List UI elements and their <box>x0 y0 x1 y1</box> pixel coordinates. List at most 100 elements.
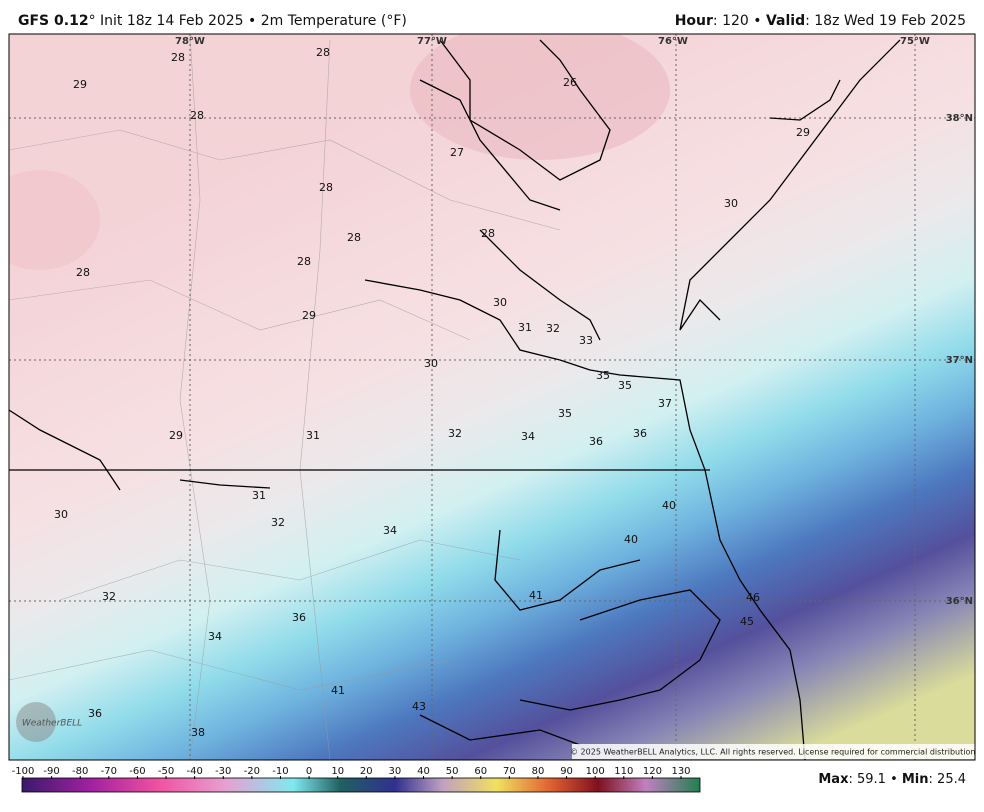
hour-value: : 120 • <box>713 13 766 29</box>
temperature-label: 28 <box>76 266 90 279</box>
longitude-label: 78°W <box>175 36 205 47</box>
temperature-label: 30 <box>493 296 507 309</box>
temperature-label: 29 <box>73 78 87 91</box>
temperature-label: 28 <box>319 181 333 194</box>
colorbar-tick-label: 0 <box>306 766 312 777</box>
colorbar-tick-label: 90 <box>560 766 573 777</box>
colorbar-tick-label: -40 <box>186 766 202 777</box>
temperature-label: 41 <box>331 684 345 697</box>
colorbar-tick-label: -20 <box>244 766 260 777</box>
temperature-label: 40 <box>662 499 676 512</box>
longitude-label: 75°W <box>900 36 930 47</box>
latitude-label: 36°N <box>946 596 973 607</box>
temperature-label: 31 <box>252 489 266 502</box>
model: GFS 0.12 <box>18 13 89 29</box>
colorbar-tick-label: -50 <box>158 766 174 777</box>
temperature-label: 28 <box>190 109 204 122</box>
temperature-label: 46 <box>746 591 760 604</box>
temperature-label: 31 <box>306 429 320 442</box>
temperature-label: 38 <box>191 726 205 739</box>
temperature-label: 41 <box>529 589 543 602</box>
latitude-label: 37°N <box>946 355 973 366</box>
temperature-label: 32 <box>271 516 285 529</box>
temperature-label: 29 <box>796 126 810 139</box>
temperature-label: 26 <box>563 76 577 89</box>
temperature-label: 32 <box>102 590 116 603</box>
separator: • <box>886 772 902 787</box>
latitude-labels: 38°N 37°N 36°N <box>946 113 973 607</box>
model-info: ° Init 18z 14 Feb 2025 • 2m Temperature … <box>89 13 407 29</box>
copyright: © 2025 WeatherBELL Analytics, LLC. All r… <box>570 748 978 757</box>
colorbar-tick-label: -60 <box>129 766 145 777</box>
longitude-label: 76°W <box>658 36 688 47</box>
temperature-label: 29 <box>302 309 316 322</box>
longitude-labels: 78°W 77°W 76°W 75°W <box>175 36 930 47</box>
map-frame <box>8 33 976 761</box>
min-label: Min <box>902 772 929 787</box>
temperature-label: 33 <box>579 334 593 347</box>
temperature-label: 30 <box>424 357 438 370</box>
temperature-label: 35 <box>596 369 610 382</box>
header-right: Hour: 120 • Valid: 18z Wed 19 Feb 2025 <box>675 13 966 29</box>
colorbar-tick-label: 80 <box>532 766 545 777</box>
temperature-label: 28 <box>347 231 361 244</box>
colon: : <box>929 772 938 787</box>
colorbar-tick-label: 30 <box>389 766 402 777</box>
temperature-label: 34 <box>521 430 535 443</box>
colorbar <box>21 777 701 793</box>
min-value: 25.4 <box>937 772 966 787</box>
colorbar-ticks: -100 -90 -80 -70 -60 -50 -40 -30 -20 -10 0 10 20 30 40… <box>12 766 691 779</box>
temperature-label: 32 <box>546 322 560 335</box>
temperature-label: 28 <box>316 46 330 59</box>
colorbar-tick-label: 10 <box>331 766 344 777</box>
temperature-label: 27 <box>450 146 464 159</box>
colorbar-tick-label: -70 <box>101 766 117 777</box>
colorbar-tick-label: -80 <box>72 766 88 777</box>
temperature-label: 36 <box>292 611 306 624</box>
temperature-label: 36 <box>633 427 647 440</box>
temperature-label: 43 <box>412 700 426 713</box>
longitude-label: 77°W <box>417 36 447 47</box>
temperature-label: 35 <box>618 379 632 392</box>
temperature-label: 36 <box>589 435 603 448</box>
header-left: GFS 0.12° Init 18z 14 Feb 2025 • 2m Temp… <box>18 13 407 29</box>
temperature-label: 28 <box>297 255 311 268</box>
temperature-label: 40 <box>624 533 638 546</box>
latitude-label: 38°N <box>946 113 973 124</box>
cold-pocket <box>410 34 670 160</box>
temperature-label: 34 <box>383 524 397 537</box>
logo: WeatherBELL <box>22 719 82 729</box>
colorbar-tick-label: 130 <box>671 766 690 777</box>
colorbar-tick-label: -10 <box>272 766 288 777</box>
colorbar-tick-label: 100 <box>586 766 605 777</box>
colorbar-tick-label: 50 <box>446 766 459 777</box>
temperature-labels: 28 28 29 28 26 27 28 28 28 28 28 30 29 31 32 33 30 35 35 37… <box>54 46 810 739</box>
max-value: 59.1 <box>857 772 886 787</box>
hour-label: Hour <box>675 13 713 29</box>
colorbar-tick-label: -100 <box>12 766 35 777</box>
colorbar-tick-label: 60 <box>474 766 487 777</box>
temperature-label: 32 <box>448 427 462 440</box>
colorbar-tick-label: 120 <box>643 766 662 777</box>
stats: Max: 59.1 • Min: 25.4 <box>818 772 966 787</box>
colorbar-tick-label: 20 <box>360 766 373 777</box>
temperature-label: 37 <box>658 397 672 410</box>
colorbar-tick-label: 40 <box>417 766 430 777</box>
cold-pocket <box>9 170 100 270</box>
temperature-label: 36 <box>88 707 102 720</box>
temperature-label: 30 <box>724 197 738 210</box>
valid-label: Valid <box>766 13 805 29</box>
max-label: Max <box>818 772 849 787</box>
temperature-label: 35 <box>558 407 572 420</box>
temperature-label: 30 <box>54 508 68 521</box>
graticule <box>9 34 975 760</box>
colorbar-tick-label: -90 <box>43 766 59 777</box>
colon: : <box>848 772 857 787</box>
colorbar-tick-label: -30 <box>215 766 231 777</box>
logo-mark <box>16 702 56 742</box>
coastlines <box>9 39 901 760</box>
valid-value: : 18z Wed 19 Feb 2025 <box>805 13 966 29</box>
temperature-label: 34 <box>208 630 222 643</box>
temperature-label: 31 <box>518 321 532 334</box>
